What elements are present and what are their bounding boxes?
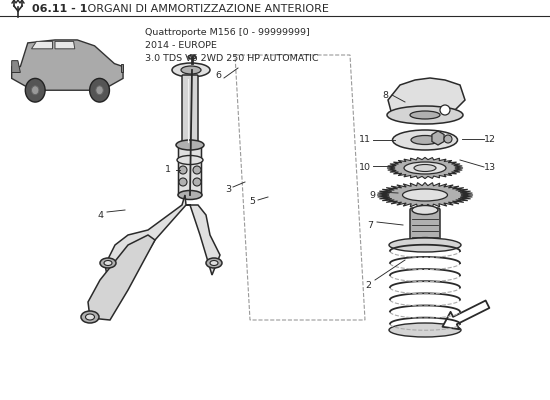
- Ellipse shape: [404, 162, 446, 174]
- Ellipse shape: [104, 260, 112, 266]
- FancyBboxPatch shape: [179, 144, 201, 196]
- Text: 5: 5: [249, 198, 255, 206]
- Polygon shape: [120, 64, 123, 72]
- FancyBboxPatch shape: [410, 208, 440, 244]
- Circle shape: [440, 105, 450, 115]
- Text: 2014 - EUROPE: 2014 - EUROPE: [145, 41, 217, 50]
- Text: 11: 11: [359, 136, 371, 144]
- Polygon shape: [12, 61, 20, 72]
- Circle shape: [90, 78, 109, 102]
- Text: 2: 2: [365, 280, 371, 290]
- Polygon shape: [186, 205, 220, 275]
- Polygon shape: [105, 195, 186, 285]
- Text: 13: 13: [484, 164, 496, 172]
- Circle shape: [444, 135, 452, 143]
- Ellipse shape: [414, 164, 436, 172]
- Ellipse shape: [85, 314, 95, 320]
- Text: 4: 4: [97, 210, 103, 220]
- Ellipse shape: [411, 136, 439, 144]
- Text: 9: 9: [369, 190, 375, 200]
- Polygon shape: [55, 41, 75, 49]
- Text: 8: 8: [382, 90, 388, 100]
- Ellipse shape: [389, 323, 461, 337]
- Ellipse shape: [403, 189, 448, 201]
- Ellipse shape: [177, 156, 203, 164]
- Ellipse shape: [393, 130, 458, 150]
- Polygon shape: [88, 235, 155, 320]
- Polygon shape: [12, 40, 123, 90]
- Polygon shape: [31, 41, 53, 49]
- Ellipse shape: [210, 260, 218, 266]
- Circle shape: [96, 86, 103, 95]
- Ellipse shape: [176, 140, 204, 150]
- Ellipse shape: [188, 55, 196, 59]
- Polygon shape: [377, 182, 473, 208]
- Ellipse shape: [100, 258, 116, 268]
- Ellipse shape: [410, 111, 440, 119]
- Ellipse shape: [81, 311, 99, 323]
- Text: ORGANI DI AMMORTIZZAZIONE ANTERIORE: ORGANI DI AMMORTIZZAZIONE ANTERIORE: [84, 4, 329, 14]
- Text: 10: 10: [359, 164, 371, 172]
- Ellipse shape: [389, 238, 461, 252]
- Ellipse shape: [178, 190, 202, 200]
- Ellipse shape: [172, 63, 210, 77]
- Text: 6: 6: [215, 70, 221, 80]
- Polygon shape: [387, 157, 463, 179]
- Text: 06.11 - 1: 06.11 - 1: [32, 4, 87, 14]
- Circle shape: [31, 86, 39, 95]
- Polygon shape: [388, 78, 465, 115]
- FancyArrowPatch shape: [443, 300, 490, 329]
- Circle shape: [193, 166, 201, 174]
- FancyBboxPatch shape: [182, 75, 198, 146]
- Ellipse shape: [206, 258, 222, 268]
- Text: Quattroporte M156 [0 - 99999999]: Quattroporte M156 [0 - 99999999]: [145, 28, 310, 37]
- Text: 3: 3: [225, 186, 231, 194]
- Text: 1: 1: [165, 166, 171, 174]
- Ellipse shape: [412, 238, 438, 246]
- Ellipse shape: [412, 206, 438, 214]
- Text: 7: 7: [367, 220, 373, 230]
- Text: 3.0 TDS V6 2WD 250 HP AUTOMATIC: 3.0 TDS V6 2WD 250 HP AUTOMATIC: [145, 54, 318, 63]
- Circle shape: [25, 78, 45, 102]
- Circle shape: [193, 178, 201, 186]
- Ellipse shape: [387, 106, 463, 124]
- Ellipse shape: [181, 66, 201, 74]
- Circle shape: [179, 178, 187, 186]
- Circle shape: [179, 166, 187, 174]
- Text: 12: 12: [484, 136, 496, 144]
